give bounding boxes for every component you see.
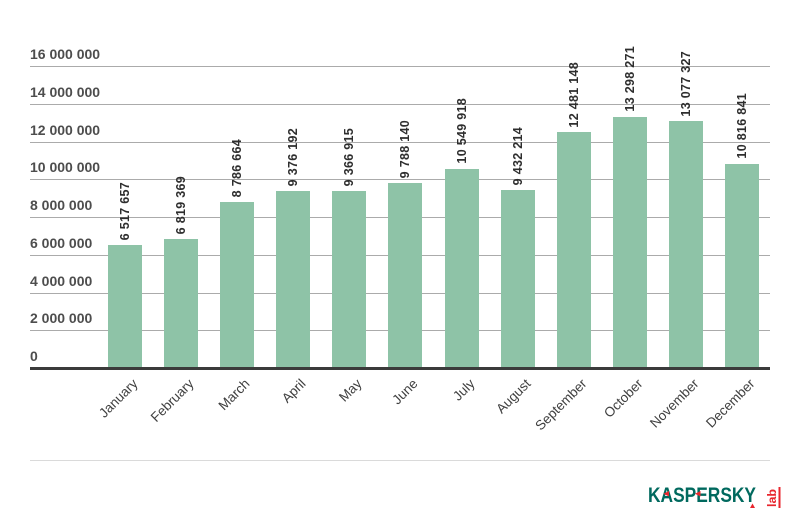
bar — [612, 117, 647, 368]
y-axis-tick-label: 4 000 000 — [30, 272, 93, 289]
bar-value-label: 13 298 271 — [622, 46, 637, 112]
y-axis-tick-label: 12 000 000 — [30, 121, 101, 138]
bar — [556, 132, 591, 368]
kaspersky-wordmark: KASPERSKY — [648, 483, 756, 507]
logo-accent-triangle-a — [663, 491, 669, 497]
y-axis-tick-label: 2 000 000 — [30, 310, 93, 327]
bar-value-label: 6 819 369 — [174, 175, 189, 235]
bar-value-label: 10 549 918 — [454, 98, 469, 164]
y-axis-tick-label: 8 000 000 — [30, 197, 93, 213]
bar — [164, 239, 199, 368]
bar — [500, 189, 535, 368]
gridline — [30, 103, 770, 105]
bar — [108, 244, 143, 368]
gridline — [30, 179, 770, 181]
y-axis-tick-label: 16 000 000 — [30, 46, 101, 62]
bar — [332, 191, 367, 368]
bar — [388, 183, 423, 368]
kaspersky-lab-logo: KASPERSKY lab — [648, 480, 788, 512]
bar-value-label: 10 816 841 — [734, 93, 749, 159]
bar-value-label: 9 788 140 — [398, 119, 413, 179]
bar-value-label: 9 432 214 — [510, 126, 525, 185]
bar — [668, 121, 703, 368]
bar-value-label: 6 517 657 — [118, 181, 133, 240]
bar-value-label: 12 481 148 — [566, 61, 581, 128]
y-axis-tick-label: 0 — [30, 348, 38, 364]
gridline — [30, 141, 770, 143]
gridline — [30, 66, 770, 67]
footer-divider — [30, 460, 770, 461]
bar — [220, 202, 255, 368]
logo-accent-triangle-e — [695, 491, 701, 497]
kaspersky-logo-graphic: KASPERSKY lab — [648, 483, 781, 508]
y-axis-tick-label: 6 000 000 — [30, 234, 93, 251]
logo-lab-underline — [778, 487, 781, 508]
bar-value-label: 9 376 192 — [286, 127, 301, 187]
bar-value-label: 8 786 664 — [230, 138, 245, 198]
y-axis-tick-label: 10 000 000 — [30, 159, 101, 176]
bar — [276, 191, 311, 368]
logo-lab-text: lab — [767, 489, 779, 507]
bar-value-label: 13 077 327 — [678, 50, 693, 117]
y-axis-tick-label: 14 000 000 — [30, 83, 101, 100]
bar — [444, 168, 479, 368]
bar-value-label: 9 366 915 — [342, 127, 357, 187]
bar — [724, 163, 759, 368]
logo-accent-triangle-y — [750, 503, 755, 508]
x-axis-baseline — [30, 367, 770, 370]
